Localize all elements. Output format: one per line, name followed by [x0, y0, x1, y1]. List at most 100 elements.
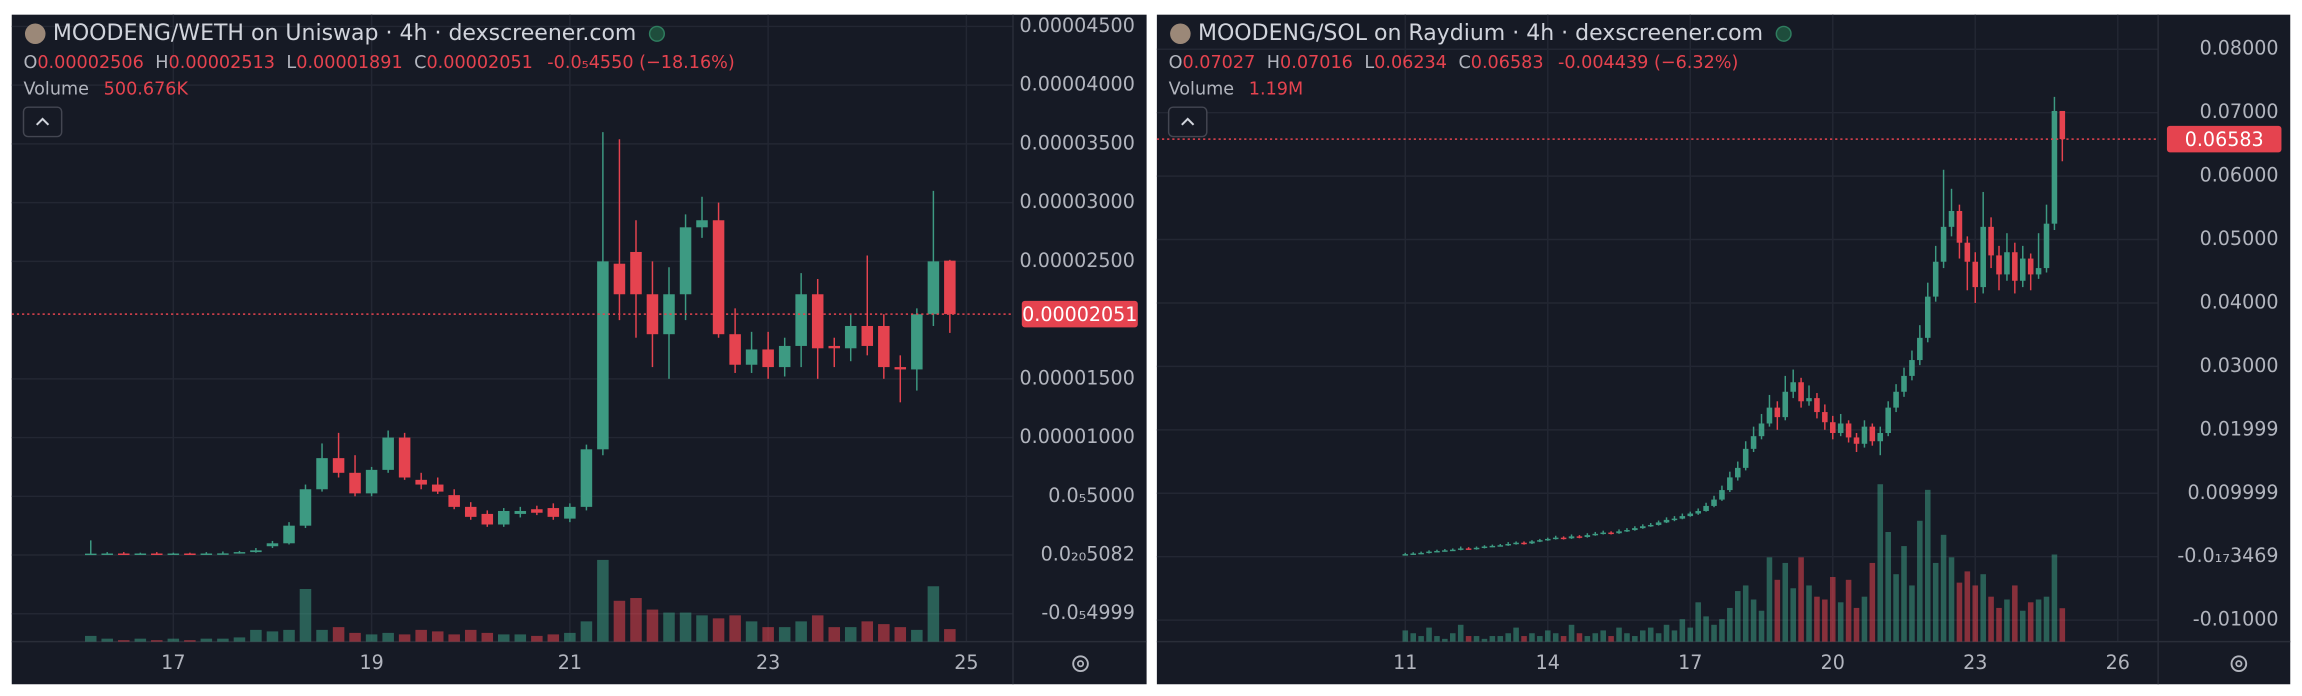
- volume-bar: [597, 559, 609, 642]
- volume-bar: [1917, 520, 1923, 642]
- volume-bar: [745, 621, 758, 642]
- candle-body: [844, 325, 857, 349]
- candle-body: [1924, 296, 1931, 338]
- candle-body: [878, 325, 890, 368]
- volume-bar: [911, 629, 923, 642]
- volume-bar: [878, 624, 890, 642]
- x-tick-label: 23: [1963, 652, 1987, 674]
- candle-body: [696, 220, 708, 228]
- volume-bar: [894, 627, 907, 642]
- volume-bar: [2012, 585, 2018, 642]
- candle-body: [1632, 528, 1638, 531]
- candle-body: [1481, 546, 1488, 548]
- candle-body: [927, 261, 940, 315]
- ohlc-row: O0.07027 H0.07016 L0.06234 C0.06583 -0.0…: [1169, 53, 1739, 73]
- ohlc-value: 0.07027: [1182, 53, 1255, 73]
- candle-body: [1560, 537, 1567, 540]
- chart-title: MOODENG/SOL on Raydium · 4h · dexscreene…: [1198, 21, 1763, 46]
- volume-bar: [2027, 602, 2034, 642]
- candle-body: [2059, 110, 2066, 140]
- settings-button[interactable]: [1072, 655, 1089, 672]
- y-tick-label: 0.00001500: [1020, 367, 1135, 389]
- y-tick-label: 0.00003500: [1020, 132, 1135, 154]
- x-tick-label: 19: [359, 652, 383, 674]
- candle-body: [1917, 337, 1923, 361]
- candle-body: [1948, 210, 1955, 227]
- collapse-button[interactable]: [1167, 106, 1208, 138]
- candle-body: [1734, 467, 1741, 478]
- candle-body: [1457, 548, 1464, 550]
- candle-body: [1671, 518, 1678, 521]
- candle-body: [1782, 391, 1789, 418]
- candle-body: [778, 345, 791, 368]
- volume-bar: [1750, 599, 1757, 642]
- ohlc-value: 0.00002513: [169, 53, 275, 73]
- volume-bar: [1885, 532, 1891, 642]
- volume-bar: [944, 629, 956, 642]
- change: -0.004439 (−6.32%): [1558, 53, 1738, 73]
- volume-bar: [696, 615, 708, 642]
- volume-bar: [564, 632, 576, 642]
- candle-body: [1956, 210, 1963, 243]
- candle-body: [1647, 524, 1654, 527]
- token-avatar: [1170, 23, 1191, 45]
- volume-bar: [151, 640, 163, 642]
- volume-bar: [1529, 633, 1535, 642]
- candle-body: [1655, 522, 1662, 525]
- volume-bar: [1687, 627, 1694, 642]
- ohlc-value: 0.00002051: [426, 53, 532, 73]
- candle-body: [398, 437, 411, 478]
- candle-body: [1845, 423, 1852, 438]
- candle-body: [1552, 537, 1559, 540]
- candle-body: [1695, 511, 1701, 514]
- candle-body: [1576, 536, 1583, 538]
- volume-bar: [2019, 610, 2026, 642]
- volume-bar: [481, 632, 494, 642]
- candle-body: [250, 550, 262, 553]
- candle-body: [745, 349, 758, 365]
- candle-body: [1687, 513, 1694, 517]
- candle-body: [828, 345, 841, 349]
- candle-body: [1806, 398, 1812, 402]
- candle-body: [415, 479, 427, 485]
- volume-bar: [1964, 571, 1971, 642]
- ohlc-row: O0.00002506 H0.00002513 L0.00001891 C0.0…: [23, 53, 734, 73]
- candle-body: [679, 227, 692, 295]
- collapse-button[interactable]: [22, 106, 63, 138]
- candle-body: [597, 261, 609, 450]
- volume-bar: [431, 631, 444, 642]
- candle-body: [911, 314, 923, 370]
- candle-body: [217, 553, 229, 555]
- volume-bar: [1663, 624, 1670, 642]
- volume-bar: [1837, 602, 1844, 642]
- volume-bar: [1782, 562, 1789, 642]
- volume-bar: [762, 627, 774, 642]
- candle-body: [1489, 545, 1496, 548]
- candle-body: [1608, 532, 1614, 535]
- candle-body: [1940, 226, 1947, 262]
- candle-body: [729, 334, 741, 365]
- candle-body: [1980, 226, 1986, 288]
- candle-body: [894, 367, 907, 370]
- candle-body: [1639, 526, 1646, 529]
- volume-bar: [1719, 619, 1725, 642]
- volume-bar: [415, 629, 427, 642]
- volume-bar: [217, 638, 229, 642]
- volume-bar: [1481, 638, 1488, 642]
- candle-body: [531, 509, 543, 513]
- volume-bar: [1734, 591, 1741, 642]
- volume-bar: [118, 640, 130, 642]
- ohlc-key: C: [1458, 53, 1470, 73]
- volume-bar: [233, 637, 246, 642]
- candle-body: [481, 513, 494, 525]
- volume-bar: [1402, 630, 1409, 642]
- volume-bar: [2035, 599, 2042, 642]
- settings-button[interactable]: [2230, 655, 2248, 672]
- volume-bar: [1473, 636, 1480, 642]
- candle-body: [365, 469, 378, 494]
- volume-bar: [1703, 616, 1709, 642]
- candle-body: [233, 552, 246, 554]
- volume-bar: [1505, 633, 1511, 642]
- volume-bar: [1489, 636, 1496, 642]
- candle-body: [663, 294, 675, 335]
